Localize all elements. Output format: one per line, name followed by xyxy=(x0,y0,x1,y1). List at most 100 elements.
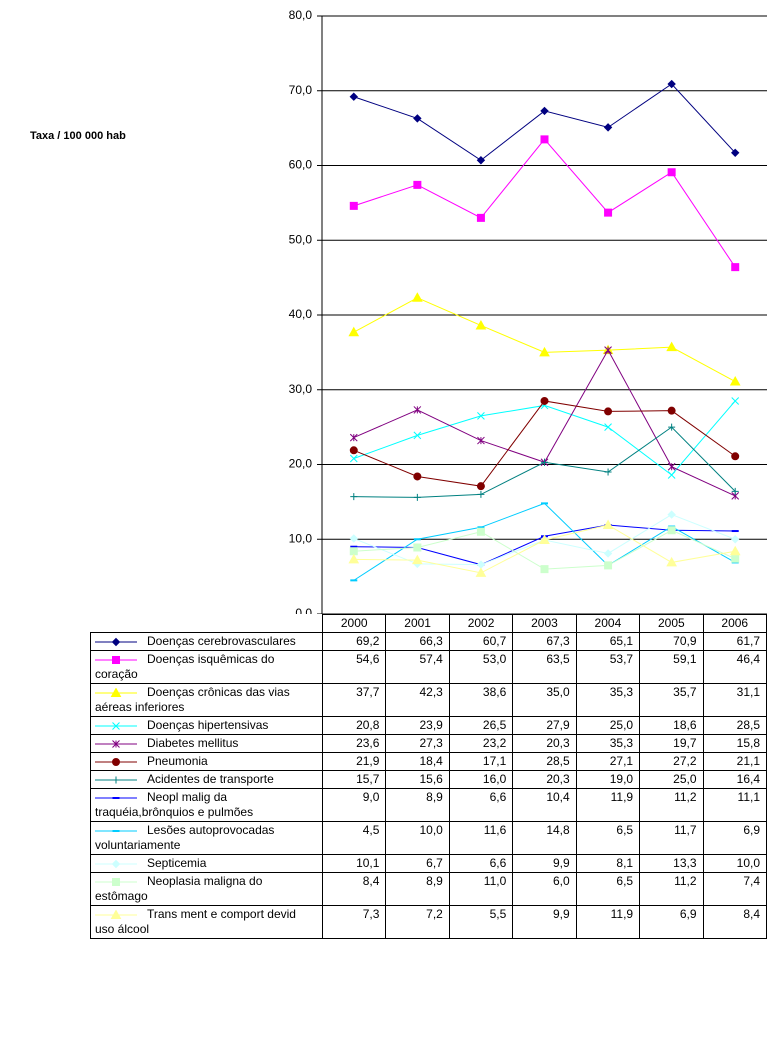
data-label: 37,7 xyxy=(321,683,387,717)
data-label: 23,2 xyxy=(448,734,514,753)
data-label: 25,0 xyxy=(575,716,641,735)
point xyxy=(667,510,676,519)
data-label: 16,4 xyxy=(702,770,768,789)
legend-marker xyxy=(112,721,120,730)
data-label: 11,9 xyxy=(575,788,641,822)
point xyxy=(476,213,485,222)
data-label: 8,9 xyxy=(385,872,450,906)
x-tick-label: 2003 xyxy=(512,614,577,633)
x-tick-label: 2000 xyxy=(321,614,387,633)
legend-entry: Doenças cerebrovasculares xyxy=(90,632,323,651)
legend-swatch xyxy=(95,637,137,647)
legend-entry: Pneumonia xyxy=(90,752,323,771)
legend-entry: Doenças hipertensivas xyxy=(90,716,323,735)
data-label: 57,4 xyxy=(385,650,450,684)
point xyxy=(348,553,360,564)
point xyxy=(349,547,358,556)
y-axis-title: Taxa / 100 000 hab xyxy=(30,130,126,142)
point xyxy=(667,526,676,535)
point xyxy=(667,406,676,415)
data-label: 8,4 xyxy=(702,905,768,939)
x-tick-label: 2004 xyxy=(575,614,641,633)
data-label: 11,2 xyxy=(639,788,704,822)
point xyxy=(349,446,358,455)
point xyxy=(667,79,676,89)
point xyxy=(666,556,677,567)
legend-label: Neopl malig da traquéia,brônquios e pulm… xyxy=(95,790,254,819)
legend-label: Lesões autoprovocadas voluntariamente xyxy=(95,823,275,852)
point xyxy=(604,208,613,217)
chart: Taxa / 100 000 hab 0,0 10,0 20,0 30,0 40,0 50… xyxy=(30,8,767,614)
data-label: 4,5 xyxy=(321,821,387,855)
y-tick-label: 10,0 xyxy=(289,531,313,545)
legend-marker xyxy=(111,859,121,869)
data-label: 7,3 xyxy=(321,905,387,939)
point xyxy=(540,135,549,144)
legend-entry: Doenças isquêmicas do coração xyxy=(90,650,323,684)
point xyxy=(349,454,358,463)
point xyxy=(541,458,548,466)
data-label: 46,4 xyxy=(702,650,768,684)
y-tick-label: 20,0 xyxy=(289,457,313,471)
data-label: 54,6 xyxy=(321,650,387,684)
point xyxy=(667,471,676,479)
data-label: 10,1 xyxy=(321,854,387,873)
data-label: 5,5 xyxy=(448,905,514,939)
data-label: 35,3 xyxy=(575,683,641,717)
data-label: 53,7 xyxy=(575,650,641,684)
data-label: 6,9 xyxy=(702,821,768,855)
data-label: 61,7 xyxy=(702,632,768,651)
legend-marker xyxy=(112,757,120,766)
point xyxy=(604,561,613,570)
legend-marker xyxy=(112,877,120,886)
data-label: 6,5 xyxy=(575,821,641,855)
data-label: 15,8 xyxy=(702,734,768,753)
data-label: 11,6 xyxy=(448,821,514,855)
point xyxy=(604,423,612,431)
data-label: 20,8 xyxy=(321,716,387,735)
point xyxy=(729,376,741,386)
x-tick-label: 2002 xyxy=(448,614,514,633)
point xyxy=(413,406,422,414)
legend-marker xyxy=(111,637,121,647)
data-label: 10,0 xyxy=(702,854,768,873)
y-tick-label: 40,0 xyxy=(289,307,313,321)
series-line xyxy=(353,297,736,382)
legend-swatch xyxy=(95,757,137,766)
point xyxy=(603,549,613,558)
point xyxy=(729,545,741,556)
data-label: 7,2 xyxy=(385,905,450,939)
point xyxy=(604,346,612,354)
legend-label: Doenças crônicas das vias aéreas inferio… xyxy=(95,685,290,714)
point xyxy=(413,180,422,189)
legend-marker xyxy=(112,655,120,664)
y-tick-label: 80,0 xyxy=(289,8,313,22)
legend-swatch xyxy=(95,721,137,730)
data-label: 10,0 xyxy=(385,821,450,855)
data-label: 17,1 xyxy=(448,752,514,771)
legend-entry: Neopl malig da traquéia,brônquios e pulm… xyxy=(90,788,323,822)
data-label: 59,1 xyxy=(639,650,704,684)
data-label: 20,3 xyxy=(512,734,577,753)
point xyxy=(413,114,422,123)
y-tick-label: 60,0 xyxy=(289,158,313,172)
data-label: 18,6 xyxy=(639,716,704,735)
series-line xyxy=(353,400,736,487)
point xyxy=(476,560,486,569)
y-tick-label: 70,0 xyxy=(289,83,313,97)
data-label: 14,8 xyxy=(512,821,577,855)
point xyxy=(349,92,358,101)
point xyxy=(668,423,676,431)
legend-swatch xyxy=(95,859,137,869)
data-label: 28,5 xyxy=(512,752,577,771)
data-label: 66,3 xyxy=(385,632,450,651)
legend-label: Pneumonia xyxy=(147,754,208,768)
legend-label: Doenças isquêmicas do coração xyxy=(95,652,275,681)
data-label: 11,0 xyxy=(448,872,514,906)
x-tick-label: 2001 xyxy=(385,614,450,633)
point xyxy=(539,534,550,544)
point xyxy=(602,519,614,530)
data-label: 27,3 xyxy=(385,734,450,753)
point xyxy=(731,397,740,405)
